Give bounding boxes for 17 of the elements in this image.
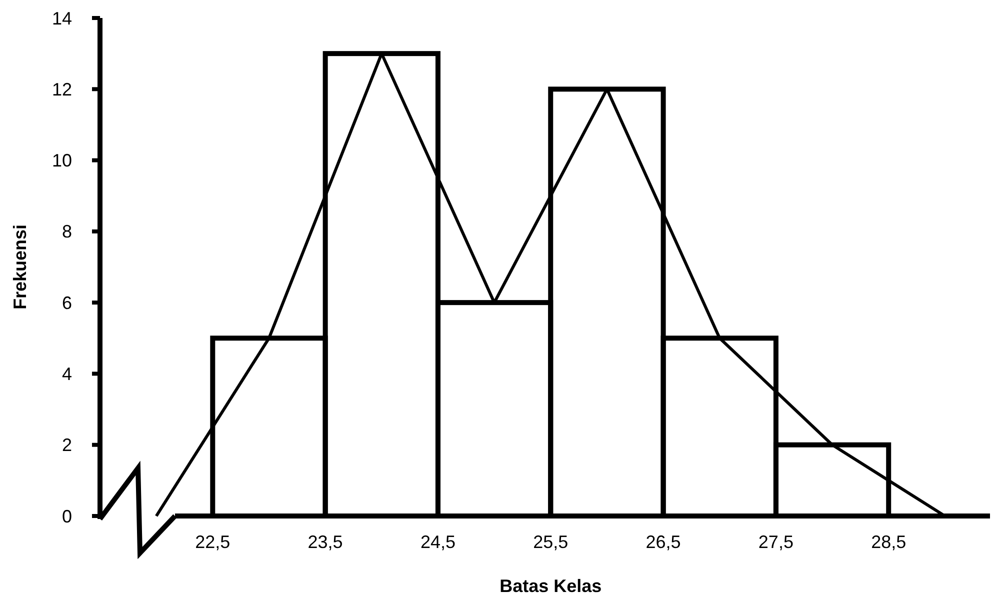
y-tick-label: 2 [62,435,72,456]
y-tick-label: 0 [62,506,72,526]
y-tick-label: 8 [62,222,72,242]
y-tick-label: 4 [62,364,72,384]
y-axis-title: Frekuensi [10,224,30,310]
x-tick-label: 24,5 [420,532,456,552]
y-tick-label: 12 [52,79,72,100]
x-tick-label: 26,5 [646,532,681,552]
y-tick-label: 10 [52,150,72,171]
x-tick-label: 27,5 [758,532,794,552]
y-tick-label: 6 [62,292,72,313]
x-tick-label: 22,5 [195,532,230,552]
x-tick-label: 25,5 [533,532,568,552]
x-axis-title: Batas Kelas [500,576,602,596]
x-tick-label: 23,5 [308,532,343,552]
y-tick-label: 14 [52,8,72,28]
x-tick-label: 28,5 [871,532,906,552]
